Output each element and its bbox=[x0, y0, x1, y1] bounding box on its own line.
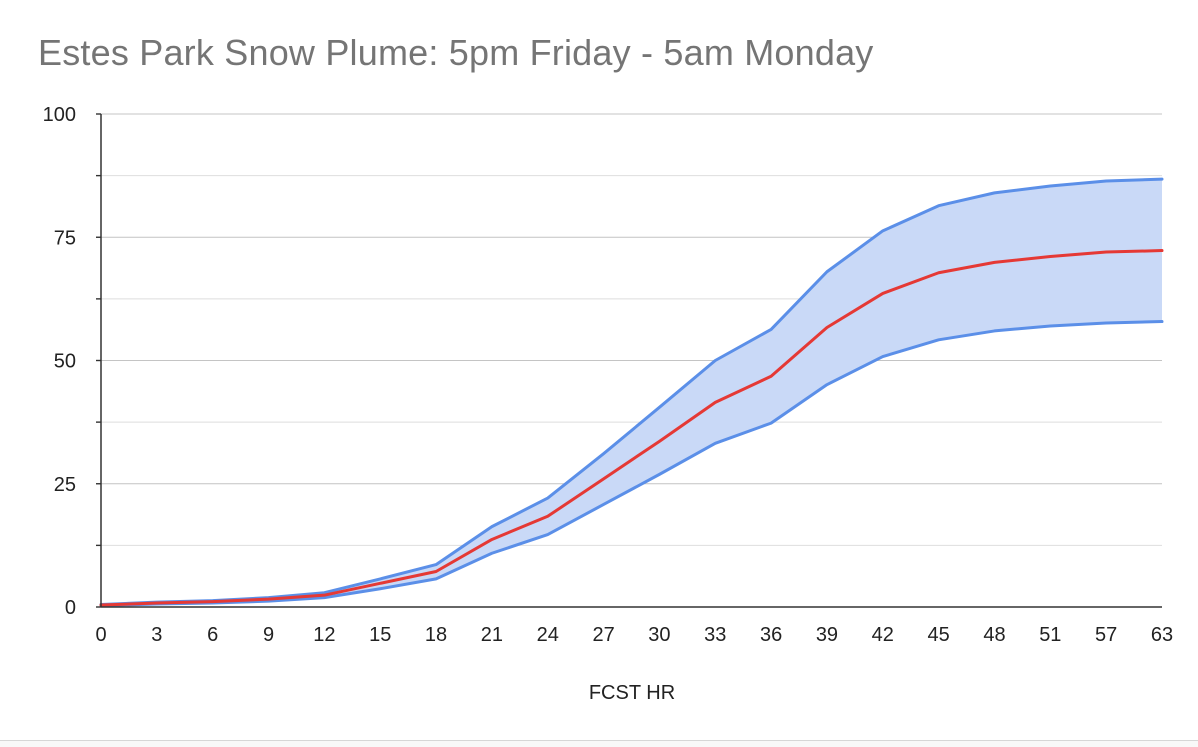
x-tick-label: 15 bbox=[369, 624, 391, 646]
x-tick-label: 3 bbox=[151, 624, 162, 646]
series-lines bbox=[99, 177, 1164, 608]
x-tick-label: 0 bbox=[95, 624, 106, 646]
y-tick-label: 0 bbox=[65, 597, 76, 619]
x-tick-labels: 0 3 6 9 12 15 18 21 24 27 30 33 36 39 42 45 48 51 57 63 bbox=[95, 624, 1173, 646]
x-tick-label: 30 bbox=[648, 624, 670, 646]
plume-band-area bbox=[101, 179, 1162, 606]
x-tick-label: 21 bbox=[481, 624, 503, 646]
x-tick-label: 27 bbox=[592, 624, 614, 646]
x-tick-label: 57 bbox=[1095, 624, 1117, 646]
x-tick-label: 12 bbox=[313, 624, 335, 646]
y-tick-label: 100 bbox=[43, 104, 76, 126]
y-tick-label: 50 bbox=[54, 351, 76, 373]
x-tick-label: 36 bbox=[760, 624, 782, 646]
x-tick-label: 51 bbox=[1039, 624, 1061, 646]
x-tick-label: 48 bbox=[983, 624, 1005, 646]
plume-band bbox=[101, 179, 1162, 606]
y-tick-labels: 0 25 50 75 100 bbox=[43, 104, 76, 619]
chart-title: Estes Park Snow Plume: 5pm Friday - 5am … bbox=[38, 32, 874, 73]
y-tick-label: 25 bbox=[54, 474, 76, 496]
x-tick-label: 33 bbox=[704, 624, 726, 646]
y-tick-label: 75 bbox=[54, 227, 76, 249]
x-tick-label: 9 bbox=[263, 624, 274, 646]
series-line-lower bbox=[99, 320, 1164, 608]
x-tick-label: 18 bbox=[425, 624, 447, 646]
x-tick-label: 39 bbox=[816, 624, 838, 646]
sheet-bottom-edge bbox=[0, 740, 1198, 747]
x-tick-label: 42 bbox=[872, 624, 894, 646]
series-line-mean bbox=[99, 249, 1164, 607]
x-axis-title: FCST HR bbox=[589, 682, 675, 704]
axes bbox=[96, 113, 1162, 608]
x-tick-label: 6 bbox=[207, 624, 218, 646]
x-tick-label: 63 bbox=[1151, 624, 1173, 646]
x-tick-label: 45 bbox=[928, 624, 950, 646]
series-line-upper bbox=[99, 177, 1164, 607]
x-tick-label: 24 bbox=[537, 624, 559, 646]
